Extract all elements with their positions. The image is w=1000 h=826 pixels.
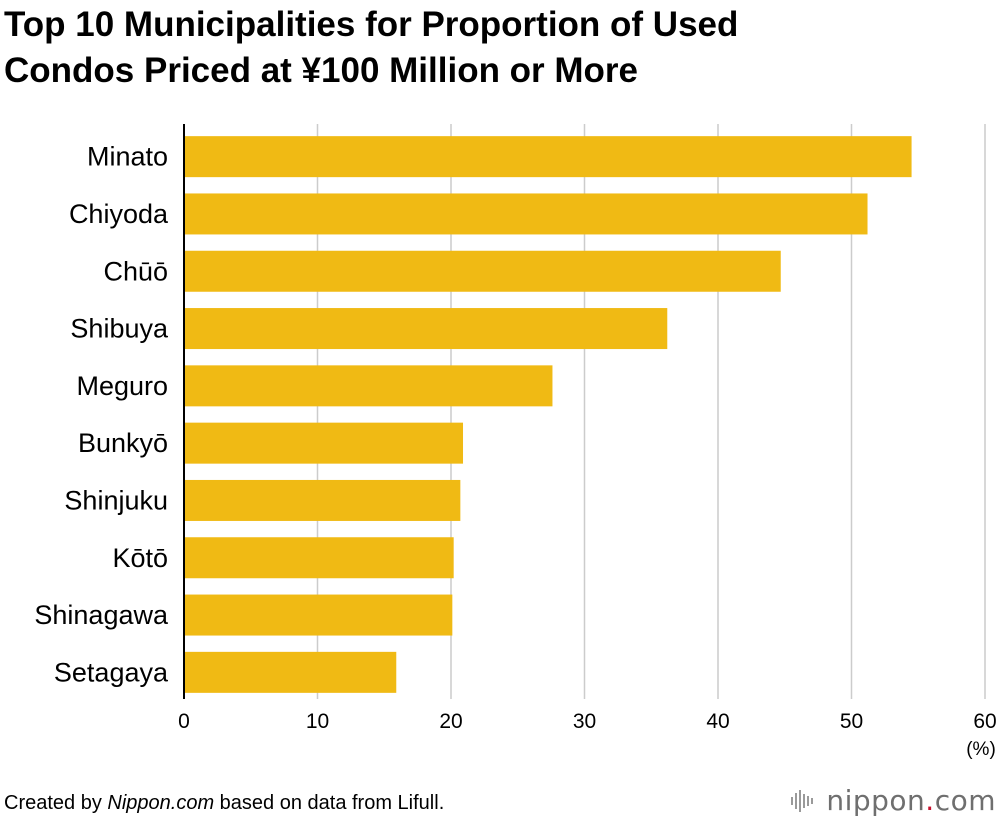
bar-3 bbox=[184, 308, 668, 350]
category-label-4: Meguro bbox=[76, 371, 168, 401]
chart-title-line-1: Top 10 Municipalities for Proportion of … bbox=[4, 5, 739, 44]
category-label-2: Chūō bbox=[103, 256, 168, 286]
source-prefix: Created by bbox=[4, 792, 108, 814]
bar-6 bbox=[184, 479, 461, 521]
brand-dot: . bbox=[925, 784, 935, 817]
x-tick-label-20: 20 bbox=[439, 710, 462, 733]
x-tick-label-40: 40 bbox=[706, 710, 729, 733]
x-tick-label-50: 50 bbox=[840, 710, 863, 733]
bar-chart: 0 10 20 30 40 50 60 (%) Minato Chiyoda Chūō Shibuya… bbox=[34, 124, 997, 760]
bar-8 bbox=[184, 594, 453, 636]
bar-7 bbox=[184, 537, 454, 579]
category-label-3: Shibuya bbox=[70, 314, 169, 344]
chart-title-line-2: Condos Priced at ¥100 Million or More bbox=[4, 51, 639, 90]
bar-5 bbox=[184, 422, 464, 464]
bar-4 bbox=[184, 365, 553, 407]
category-label-7: Kōtō bbox=[112, 543, 168, 573]
category-label-5: Bunkyō bbox=[78, 428, 168, 458]
nippon-logo: nippon. com bbox=[790, 784, 996, 817]
x-tick-label-10: 10 bbox=[306, 710, 329, 733]
source-suffix: based on data from Lifull. bbox=[214, 792, 445, 814]
chart-title: Top 10 Municipalities for Proportion of … bbox=[4, 2, 984, 94]
category-label-6: Shinjuku bbox=[64, 485, 168, 515]
brand-name: nippon bbox=[826, 784, 926, 817]
x-tick-label-0: 0 bbox=[178, 710, 190, 733]
x-tick-label-30: 30 bbox=[573, 710, 596, 733]
x-axis-unit: (%) bbox=[966, 739, 996, 760]
brand-tld: com bbox=[934, 784, 996, 817]
category-label-8: Shinagawa bbox=[34, 600, 169, 630]
category-label-9: Setagaya bbox=[54, 657, 169, 687]
sound-wave-icon bbox=[791, 789, 814, 812]
category-label-0: Minato bbox=[87, 142, 168, 172]
source-note: Created by Nippon.com based on data from… bbox=[4, 792, 444, 815]
bar-9 bbox=[184, 651, 397, 693]
bar-2 bbox=[184, 250, 781, 292]
bar-0 bbox=[184, 136, 912, 178]
bar-1 bbox=[184, 193, 868, 235]
category-label-1: Chiyoda bbox=[69, 199, 169, 229]
x-tick-label-60: 60 bbox=[973, 710, 996, 733]
source-name: Nippon.com bbox=[107, 792, 215, 814]
